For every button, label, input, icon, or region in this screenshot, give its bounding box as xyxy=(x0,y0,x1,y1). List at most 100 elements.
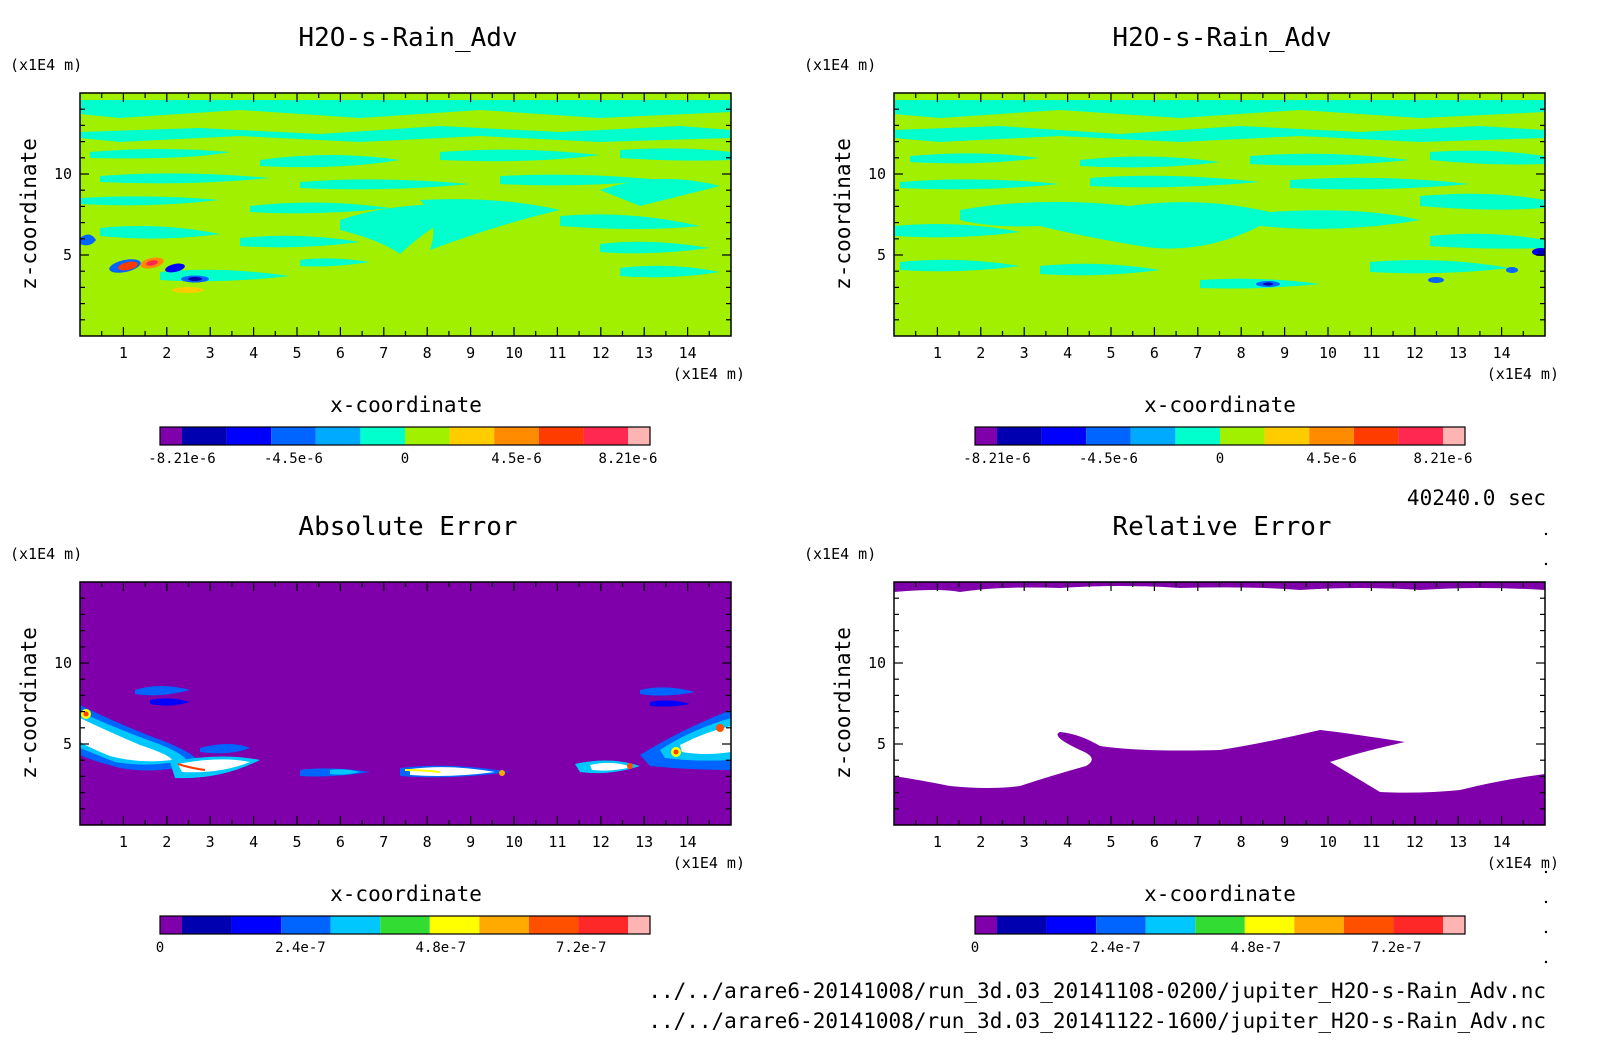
colorbar-frame xyxy=(974,915,1466,935)
colorbar-label: -8.21e-6 xyxy=(148,451,215,467)
x-tick-label: 8 xyxy=(1237,344,1246,362)
colorbar-label: 0 xyxy=(1216,451,1224,467)
colorbar-label: 4.5e-6 xyxy=(491,451,542,467)
panel-title: Relative Error xyxy=(1112,512,1331,542)
x-tick-label: 7 xyxy=(1193,344,1202,362)
y-unit-label: (x1E4 m) xyxy=(10,545,82,563)
y-tick-label: 10 xyxy=(868,654,886,672)
x-tick-label: 10 xyxy=(1319,344,1337,362)
x-unit-label: (x1E4 m) xyxy=(673,854,745,872)
colorbar-swatch xyxy=(160,427,182,445)
colorbar-swatch xyxy=(538,427,584,445)
colorbar-swatch xyxy=(1041,427,1087,445)
colorbar-swatch xyxy=(330,916,381,934)
file-path-1: ../../arare6-20141008/run_3d.03_20141108… xyxy=(648,979,1546,1003)
x-tick-label: 7 xyxy=(379,833,388,851)
y-tick-label: 10 xyxy=(868,165,886,183)
x-tick-label: 8 xyxy=(1237,833,1246,851)
y-axis-label: z-coordinate xyxy=(17,627,41,779)
x-tick-label: 14 xyxy=(679,344,697,362)
colorbar-swatch xyxy=(1353,427,1399,445)
colorbar-swatch xyxy=(1443,427,1465,445)
colorbar-swatch xyxy=(1175,427,1220,445)
colorbar: -8.21e-6 -4.5e-6 0 4.5e-6 8.21e-6 xyxy=(963,426,1473,467)
undefined-region xyxy=(894,586,1545,793)
colorbar-label: 0 xyxy=(401,451,409,467)
colorbar-swatch xyxy=(1145,916,1196,934)
colorbar-label: -4.5e-6 xyxy=(264,451,323,467)
x-tick-label: 11 xyxy=(548,833,566,851)
x-tick-label: 14 xyxy=(679,833,697,851)
colorbar-swatch xyxy=(1086,427,1131,445)
colorbar-swatch xyxy=(975,427,997,445)
x-tick-label: 10 xyxy=(505,344,523,362)
colorbar-swatch xyxy=(997,427,1042,445)
x-tick-label: 5 xyxy=(1106,344,1115,362)
colorbar-swatch xyxy=(479,916,529,934)
colorbar-swatch xyxy=(429,916,480,934)
x-tick-label: 4 xyxy=(249,344,258,362)
y-axis-label: z-coordinate xyxy=(831,627,855,779)
x-tick-label: 14 xyxy=(1493,833,1511,851)
colorbar-swatch xyxy=(360,427,405,445)
colorbar-swatch xyxy=(628,916,650,934)
colorbar-label: 2.4e-7 xyxy=(1090,940,1141,956)
colorbar-label: 0 xyxy=(156,940,164,956)
colorbar: 0 2.4e-7 4.8e-7 7.2e-7 xyxy=(971,915,1466,956)
colorbar-swatch xyxy=(182,427,227,445)
colorbar-label: 4.5e-6 xyxy=(1306,451,1357,467)
colorbar-swatch xyxy=(1130,427,1176,445)
y-tick-label: 5 xyxy=(63,246,72,264)
colorbar-swatch xyxy=(160,916,182,934)
panel-title: H2O-s-Rain_Adv xyxy=(1112,23,1331,53)
x-tick-label: 12 xyxy=(592,344,610,362)
colorbar-label: 4.8e-7 xyxy=(416,940,467,956)
x-tick-label: 3 xyxy=(206,344,215,362)
colorbar-swatch xyxy=(1309,427,1354,445)
y-tick-label: 10 xyxy=(54,165,72,183)
x-unit-label: (x1E4 m) xyxy=(1487,854,1559,872)
contour-fill-cyan xyxy=(894,100,1545,289)
x-tick-label: 6 xyxy=(336,344,345,362)
y-tick-label: 5 xyxy=(877,735,886,753)
colorbar-label: 8.21e-6 xyxy=(1413,451,1472,467)
colorbar-swatch xyxy=(231,916,282,934)
contour-features xyxy=(80,234,209,293)
panel-bottom-right: Relative Error (x1E4 m) 1 2 3 4 5 6 7 8 9 10 11 12 1… xyxy=(804,512,1559,956)
y-unit-label: (x1E4 m) xyxy=(804,56,876,74)
y-tick-label: 5 xyxy=(877,246,886,264)
x-tick-label: 13 xyxy=(635,833,653,851)
x-tick-label: 9 xyxy=(1280,833,1289,851)
y-tick-label: 10 xyxy=(54,654,72,672)
x-tick-label: 10 xyxy=(1319,833,1337,851)
x-tick-label: 12 xyxy=(592,833,610,851)
colorbar-swatch xyxy=(494,427,539,445)
colorbar-swatch xyxy=(1398,427,1443,445)
x-tick-label: 4 xyxy=(1063,344,1072,362)
colorbar-label: 4.8e-7 xyxy=(1231,940,1282,956)
colorbar-swatch xyxy=(449,427,495,445)
colorbar-swatch xyxy=(997,916,1047,934)
x-tick-label: 9 xyxy=(466,344,475,362)
x-unit-label: (x1E4 m) xyxy=(1487,365,1559,383)
plot-area xyxy=(80,582,731,825)
inner-region xyxy=(1088,761,1314,785)
x-tick-label: 2 xyxy=(162,344,171,362)
x-tick-label: 4 xyxy=(249,833,258,851)
colorbar-label: 8.21e-6 xyxy=(598,451,657,467)
colorbar-swatch xyxy=(628,427,650,445)
x-tick-label: 9 xyxy=(1280,344,1289,362)
x-axis-label: x-coordinate xyxy=(1144,393,1296,417)
x-tick-label: 4 xyxy=(1063,833,1072,851)
x-tick-label: 6 xyxy=(1150,833,1159,851)
x-tick-label: 11 xyxy=(548,344,566,362)
time-label: 40240.0 sec xyxy=(1407,486,1546,510)
colorbar-swatch xyxy=(1343,916,1394,934)
x-tick-label: 5 xyxy=(1106,833,1115,851)
colorbar-swatch xyxy=(182,916,232,934)
colorbar-label: 2.4e-7 xyxy=(275,940,326,956)
